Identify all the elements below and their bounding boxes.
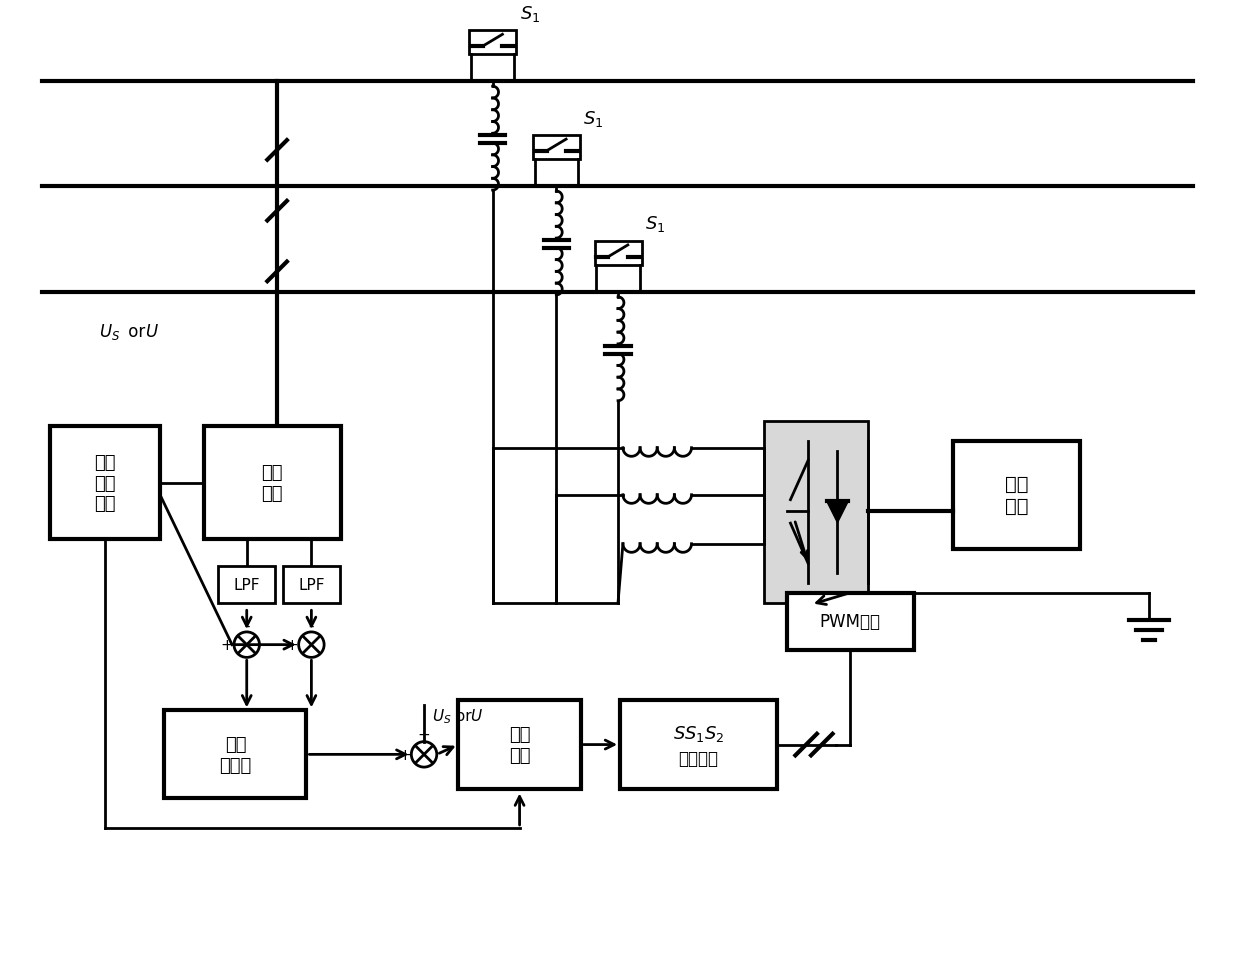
Bar bbox=[282, 567, 339, 604]
Text: 逻辑信号: 逻辑信号 bbox=[679, 749, 719, 768]
Bar bbox=[953, 442, 1080, 549]
Polygon shape bbox=[826, 501, 849, 523]
Text: 模式
选择: 模式 选择 bbox=[509, 726, 530, 764]
Bar bbox=[595, 241, 642, 265]
Text: $S_1$: $S_1$ bbox=[519, 4, 540, 23]
Text: $S_1$: $S_1$ bbox=[646, 214, 665, 234]
Text: or: or bbox=[124, 322, 151, 341]
Text: or: or bbox=[451, 708, 477, 723]
Text: +: + bbox=[221, 637, 233, 653]
Bar bbox=[50, 427, 160, 539]
Bar bbox=[470, 31, 517, 55]
Bar bbox=[533, 136, 580, 159]
Text: 派克
变换: 派克 变换 bbox=[261, 464, 282, 502]
Text: 派克
反变换: 派克 反变换 bbox=[219, 736, 252, 774]
Bar bbox=[620, 701, 777, 788]
Bar bbox=[203, 427, 341, 539]
Text: $U_S$: $U_S$ bbox=[432, 706, 451, 725]
Text: +: + bbox=[398, 747, 411, 762]
Text: 储能
装置: 储能 装置 bbox=[1005, 475, 1028, 516]
Bar bbox=[165, 710, 306, 798]
Bar bbox=[218, 567, 275, 604]
Text: +: + bbox=[285, 637, 299, 653]
Text: $S_1$: $S_1$ bbox=[584, 108, 603, 128]
Text: PWM脉冲: PWM脉冲 bbox=[820, 613, 881, 630]
Text: -: - bbox=[244, 617, 249, 633]
Text: $SS_1S_2$: $SS_1S_2$ bbox=[673, 723, 724, 743]
Text: $U$: $U$ bbox=[470, 707, 483, 723]
Text: 判断
电压
变换: 判断 电压 变换 bbox=[94, 453, 115, 513]
Text: -: - bbox=[309, 617, 315, 633]
Bar bbox=[458, 701, 581, 788]
Bar bbox=[787, 593, 914, 650]
Text: LPF: LPF bbox=[233, 577, 260, 593]
Text: $U_S$: $U_S$ bbox=[99, 321, 120, 342]
Bar bbox=[764, 422, 867, 603]
Text: LPF: LPF bbox=[299, 577, 325, 593]
Text: $U$: $U$ bbox=[145, 323, 159, 340]
Text: +: + bbox=[418, 728, 430, 743]
